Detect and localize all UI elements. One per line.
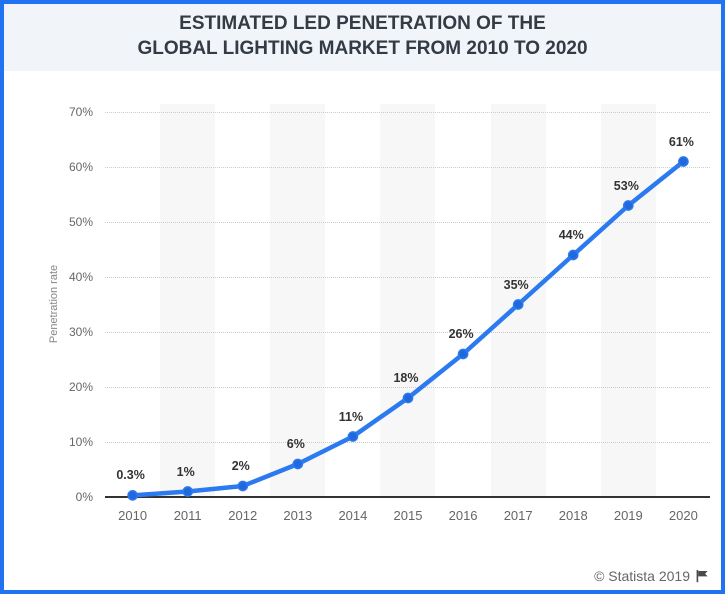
gridline-20% [105,387,710,388]
x-tick-2019: 2019 [613,508,643,523]
data-label-2012: 2% [231,459,250,473]
flag-icon [696,570,708,583]
x-tick-2014: 2014 [338,508,368,523]
gridline-70% [105,112,710,113]
data-point-2010[interactable] [127,490,138,501]
data-point-2015[interactable] [402,392,414,404]
y-tick-50%: 50% [68,215,93,229]
gridline-50% [105,222,710,223]
data-label-2016: 26% [448,327,474,341]
data-label-2019: 53% [613,178,639,193]
x-tick-2012: 2012 [228,508,258,523]
plot-band-2011 [160,104,216,496]
x-tick-2010: 2010 [118,508,148,523]
x-tick-2011: 2011 [173,508,202,523]
y-tick-60%: 60% [68,160,93,174]
y-axis-title: Penetration rate [48,264,60,344]
chart-title-line2: GLOBAL LIGHTING MARKET FROM 2010 TO 2020 [137,38,588,59]
data-point-2017[interactable] [512,299,524,310]
data-point-2012[interactable] [237,480,249,492]
x-tick-2015: 2015 [393,508,423,523]
y-tick-20%: 20% [68,380,93,394]
plot-band-2015 [380,104,436,496]
data-label-2013: 6% [286,437,305,451]
data-label-2010: 0.3% [116,468,145,483]
chart-title: ESTIMATED LED PENETRATION OF THE GLOBAL … [4,4,721,71]
plot-band-2019 [600,104,656,496]
y-tick-10%: 10% [68,435,93,449]
x-tick-2018: 2018 [558,508,588,523]
data-label-2014: 11% [338,409,364,424]
data-label-2017: 35% [503,277,529,292]
x-tick-2020: 2020 [668,508,698,523]
data-point-2018[interactable] [567,249,579,261]
data-point-2019[interactable] [622,200,634,211]
data-point-2014[interactable] [347,431,359,442]
y-tick-40%: 40% [68,270,93,284]
attribution-text: © Statista 2019 [594,568,690,584]
gridline-30% [105,332,710,333]
chart-title-line1: ESTIMATED LED PENETRATION OF THE [179,13,546,34]
gridline-60% [105,167,710,168]
y-tick-0%: 0% [75,490,93,504]
statista-attribution: © Statista 2019 [594,568,709,584]
data-point-2013[interactable] [292,458,304,470]
data-label-2018: 44% [558,228,584,242]
gridline-40% [105,277,710,278]
x-tick-2016: 2016 [448,508,478,523]
gridline-10% [105,442,710,443]
x-tick-2013: 2013 [283,508,313,523]
y-tick-70%: 70% [68,105,93,119]
data-label-2020: 61% [668,134,694,149]
data-point-2020[interactable] [678,156,689,167]
data-label-2015: 18% [393,371,419,385]
y-tick-30%: 30% [68,325,93,339]
data-label-2011: 1% [176,464,195,479]
x-tick-2017: 2017 [503,508,533,523]
x-axis-line [105,496,710,498]
data-point-2011[interactable] [182,486,194,497]
data-point-2016[interactable] [457,348,469,360]
